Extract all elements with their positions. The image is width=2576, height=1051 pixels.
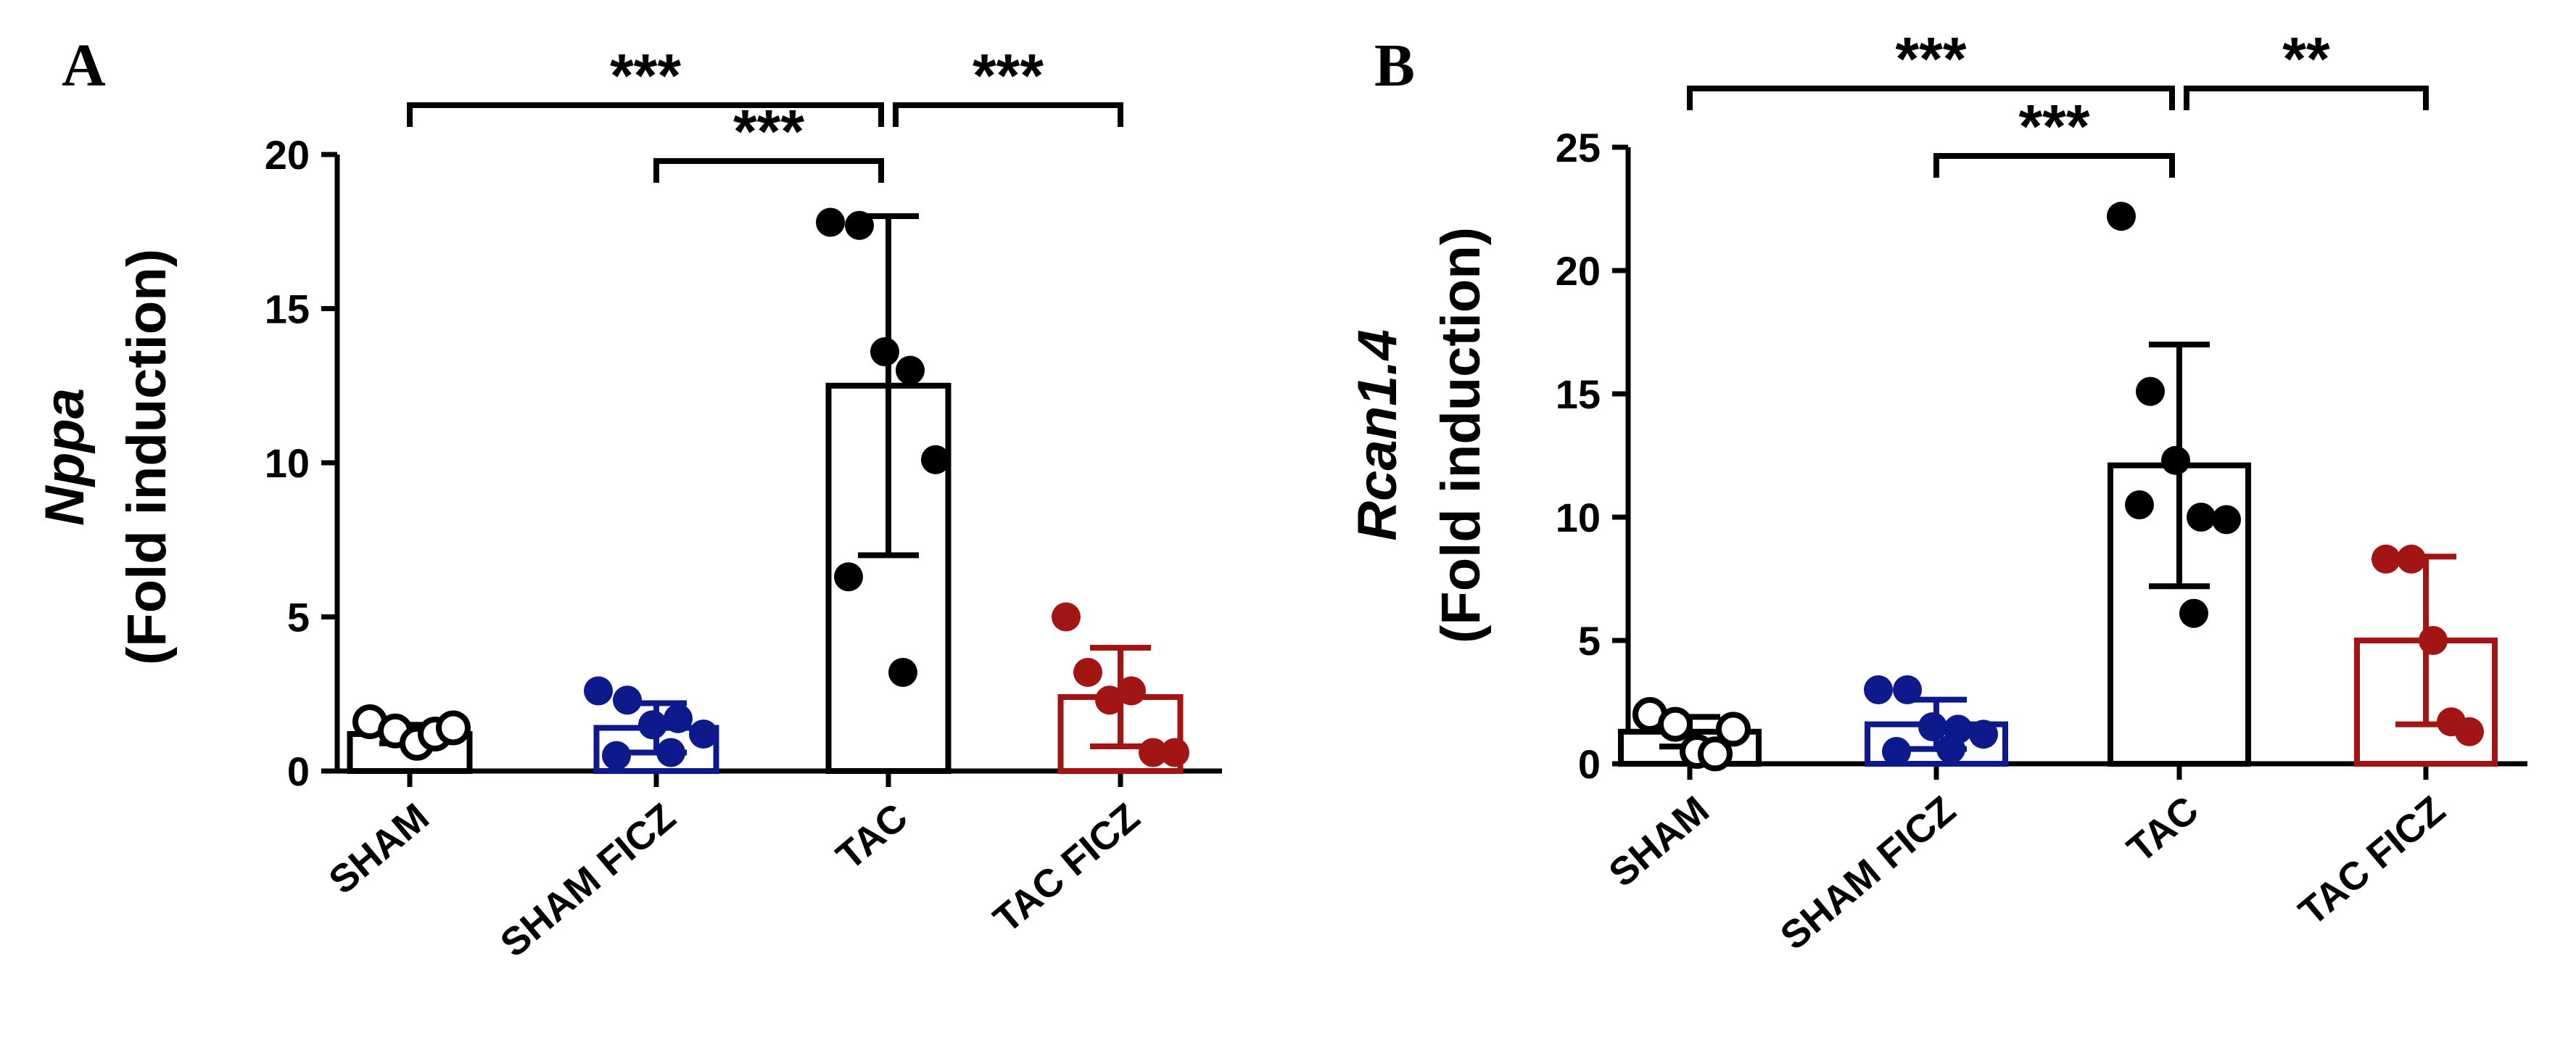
data-point [2136, 376, 2165, 406]
data-point [1160, 738, 1189, 767]
data-point [2212, 505, 2241, 535]
category-label: TAC [828, 795, 916, 878]
data-point [1969, 720, 1998, 749]
significance-bracket [653, 158, 884, 183]
data-point [921, 445, 950, 474]
data-point [2107, 202, 2136, 231]
panel-letter-a: A [62, 32, 106, 99]
data-point [816, 207, 845, 237]
y-tick-label: 5 [287, 595, 310, 640]
y-tick-label: 20 [265, 132, 310, 178]
y-tick-label: 15 [1556, 371, 1601, 417]
data-point [870, 337, 899, 366]
significance-bracket [1933, 153, 2175, 178]
data-point [2161, 445, 2190, 475]
data-point [584, 676, 613, 706]
data-point [1117, 676, 1146, 706]
significance-label: *** [2018, 92, 2089, 160]
category-label: TAC [2119, 788, 2207, 871]
data-point [888, 658, 917, 687]
data-point [2179, 598, 2208, 628]
significance-bracket [1687, 86, 2175, 110]
y-tick-label: 5 [1578, 618, 1601, 664]
data-point [896, 355, 925, 385]
data-point [689, 720, 718, 749]
significance-label: ** [2282, 25, 2330, 93]
panel-letter-b: B [1374, 32, 1415, 99]
data-point [602, 741, 631, 770]
data-point [1918, 712, 1947, 741]
data-point [834, 562, 863, 592]
y-axis-title-unit-a: (Fold induction) [116, 249, 178, 665]
data-point [2397, 544, 2426, 574]
significance-bracket [2184, 86, 2429, 110]
significance-label: *** [1895, 25, 1966, 93]
y-axis-title-gene-a: Nppa [34, 388, 96, 526]
panel-a: A Nppa (Fold induction) 0 5 10 15 20 SHAM SHAM… [34, 32, 1222, 965]
significance-label: *** [973, 41, 1044, 110]
category-label: SHAM [321, 795, 437, 902]
y-tick-label: 15 [265, 287, 310, 332]
y-axis-title-unit-b: (Fold induction) [1430, 227, 1492, 643]
y-tick-label: 25 [1556, 125, 1601, 170]
data-point [1882, 737, 1911, 766]
data-point [845, 210, 874, 240]
data-point [2125, 490, 2154, 519]
data-point [1658, 706, 1693, 742]
data-point [664, 704, 693, 733]
data-point [436, 710, 471, 746]
category-label: SHAM [1601, 788, 1717, 895]
y-tick-label: 0 [1578, 741, 1601, 787]
data-point [638, 710, 667, 740]
data-point [656, 738, 685, 767]
y-tick-label: 0 [287, 749, 310, 794]
data-point [1073, 658, 1102, 687]
data-point [2187, 503, 2216, 532]
panel-b: B Rcan1.4 (Fold induction) 0 5 10 15 20 25 SHA… [1347, 25, 2527, 958]
data-point [2371, 544, 2400, 574]
data-point [2455, 717, 2484, 746]
data-point [2419, 626, 2448, 655]
category-label: SHAM FICZ [1772, 788, 1964, 958]
data-point [1864, 675, 1893, 704]
y-tick-label: 10 [1556, 495, 1601, 540]
significance-label: *** [610, 41, 681, 110]
y-tick-label: 10 [265, 440, 310, 486]
y-axis-title-gene-b: Rcan1.4 [1347, 329, 1408, 541]
data-point [1095, 685, 1124, 715]
data-point [613, 685, 642, 715]
data-point [1052, 602, 1081, 632]
y-tick-label: 20 [1556, 248, 1601, 294]
data-point [1936, 734, 1965, 764]
data-point [1893, 675, 1922, 704]
category-label: TAC FICZ [986, 795, 1148, 941]
data-point [1716, 712, 1751, 747]
significance-bracket [893, 102, 1123, 127]
plot-area-a: 0 5 10 15 20 SHAM SHAM FICZ TAC TAC FICZ *** *** **… [265, 41, 1222, 965]
significance-label: *** [733, 97, 804, 165]
category-label: TAC FICZ [2291, 788, 2453, 933]
data-point [1139, 738, 1168, 767]
category-label: SHAM FICZ [492, 795, 684, 965]
significance-bracket [407, 102, 884, 127]
data-point [1698, 736, 1733, 772]
